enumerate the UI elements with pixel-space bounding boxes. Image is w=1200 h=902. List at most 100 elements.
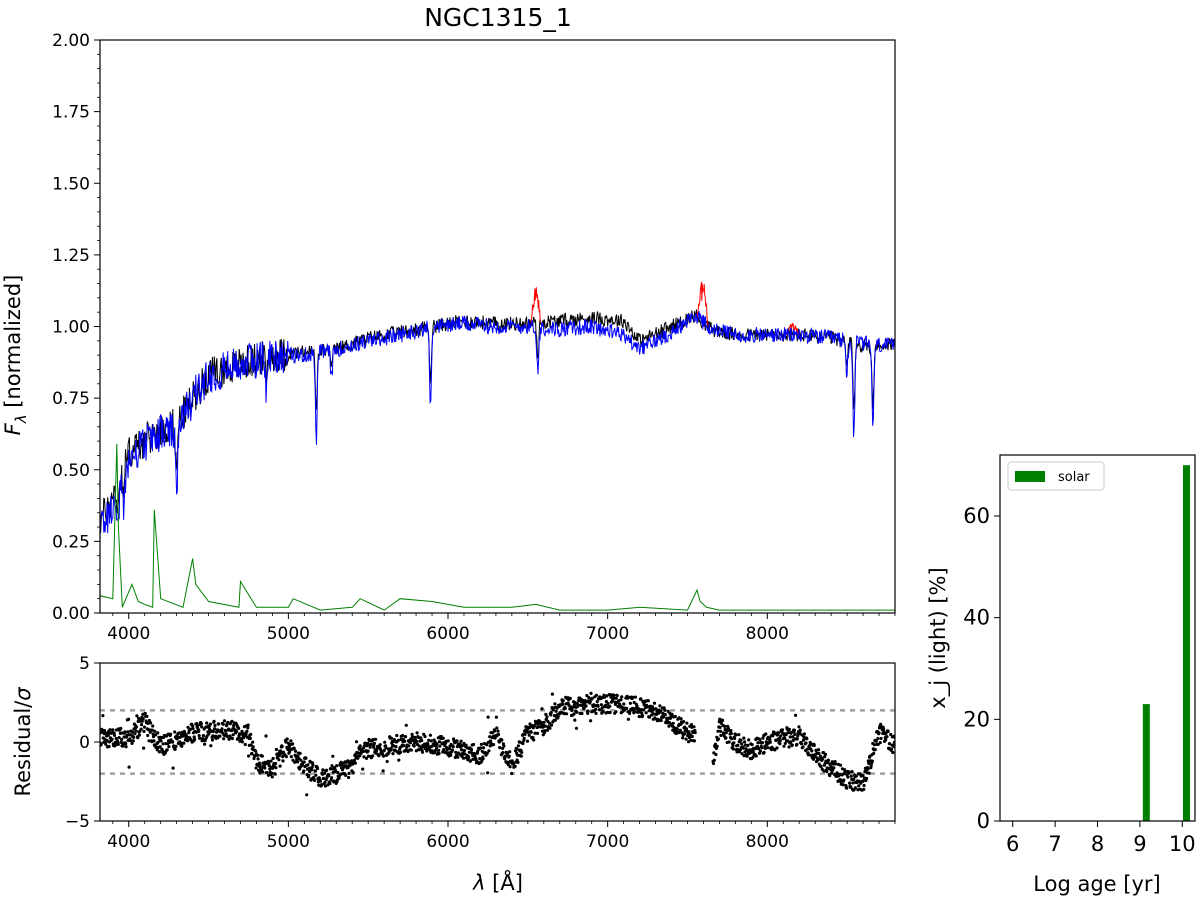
residual-point	[786, 731, 790, 735]
residual-point	[281, 759, 285, 763]
age-bar-solar-1	[1142, 704, 1150, 821]
residual-point	[861, 773, 865, 778]
residual-point	[715, 744, 719, 749]
residual-point	[389, 736, 393, 740]
residual-ylabel-symbol: σ	[11, 687, 35, 701]
observed-spectrum-line	[100, 309, 895, 533]
residual-point	[119, 740, 123, 745]
residual-point	[222, 719, 227, 723]
residual-point	[246, 726, 250, 730]
residual-point	[886, 729, 890, 734]
residual-point	[180, 744, 184, 748]
residual-point	[325, 768, 329, 772]
residual-point	[213, 723, 217, 728]
residual-point	[277, 754, 281, 758]
residual-point	[173, 747, 177, 752]
residual-point	[514, 746, 518, 751]
residual-point	[614, 710, 618, 714]
residual-point	[459, 748, 464, 752]
residual-point	[652, 712, 656, 716]
residual-point	[612, 693, 616, 697]
residual-point	[878, 741, 882, 745]
spectrum-ytick-label: 0.25	[52, 532, 90, 552]
residual-point	[438, 744, 442, 748]
residual-point	[550, 692, 555, 696]
residual-point	[469, 748, 474, 752]
spectrum-ylabel-symbol: F	[1, 422, 25, 435]
residual-point	[553, 718, 557, 722]
residual-point	[678, 728, 682, 733]
residual-point	[261, 770, 265, 774]
figure-title: NGC1315_1	[424, 3, 572, 32]
residual-point	[751, 750, 755, 754]
residual-point	[806, 753, 811, 757]
residual-point	[542, 720, 546, 724]
residual-point	[314, 773, 318, 777]
residual-point	[449, 753, 453, 757]
residual-point	[285, 737, 289, 741]
residual-point	[293, 760, 297, 764]
residual-point	[549, 711, 553, 715]
residual-point	[743, 743, 748, 747]
residual-point	[796, 734, 800, 738]
residual-point	[361, 767, 365, 771]
residual-point	[459, 739, 463, 743]
residual-point	[687, 740, 691, 744]
residual-point	[112, 731, 116, 735]
residual-point	[315, 766, 320, 771]
residual-point	[273, 772, 277, 776]
residual-point	[631, 695, 635, 699]
residual-point	[833, 760, 837, 764]
residual-point	[754, 754, 758, 758]
residual-point	[884, 738, 888, 742]
residual-point	[410, 732, 414, 737]
residual-xtick-label: 5000	[267, 832, 310, 852]
residual-point	[151, 724, 155, 728]
residual-point	[141, 717, 145, 721]
residual-point	[460, 744, 464, 748]
residual-point	[825, 770, 829, 774]
residual-point	[718, 725, 722, 730]
residual-point	[240, 740, 244, 744]
residual-point	[156, 740, 160, 744]
residual-point	[256, 757, 260, 761]
residual-point	[561, 699, 565, 703]
residual-point	[323, 784, 327, 788]
residual-point	[248, 736, 252, 741]
residual-point	[667, 724, 671, 728]
residual-point	[513, 764, 517, 769]
residual-point	[305, 793, 309, 797]
residual-point	[249, 743, 253, 747]
legend-label-solar: solar	[1058, 470, 1090, 485]
residual-point	[628, 701, 633, 705]
residual-point	[614, 696, 618, 700]
age-xtick-label: 8	[1091, 832, 1104, 856]
residual-point	[372, 741, 376, 746]
residual-point	[810, 749, 814, 753]
residual-point	[601, 709, 605, 714]
residual-point	[488, 735, 492, 739]
masked-region-2	[696, 281, 709, 326]
residual-point	[789, 740, 793, 744]
residual-point	[516, 753, 520, 757]
residual-point	[526, 730, 530, 735]
residual-point	[637, 707, 641, 711]
residual-point	[451, 745, 455, 749]
residual-point	[258, 771, 262, 775]
residual-point	[573, 718, 577, 722]
residual-point	[397, 758, 401, 762]
residual-point	[378, 743, 382, 747]
residual-point	[838, 772, 842, 777]
residual-point	[135, 714, 139, 718]
residual-point	[679, 717, 683, 721]
residual-xlabel: λ [Å]	[472, 869, 523, 895]
residual-point	[279, 751, 283, 756]
residual-point	[758, 749, 763, 753]
residual-point	[213, 727, 217, 731]
residual-point	[817, 751, 821, 756]
residual-point	[885, 735, 889, 739]
model-spectrum-line	[100, 311, 895, 541]
residual-point	[395, 733, 399, 738]
residual-point	[327, 774, 331, 778]
residual-point	[640, 714, 645, 718]
